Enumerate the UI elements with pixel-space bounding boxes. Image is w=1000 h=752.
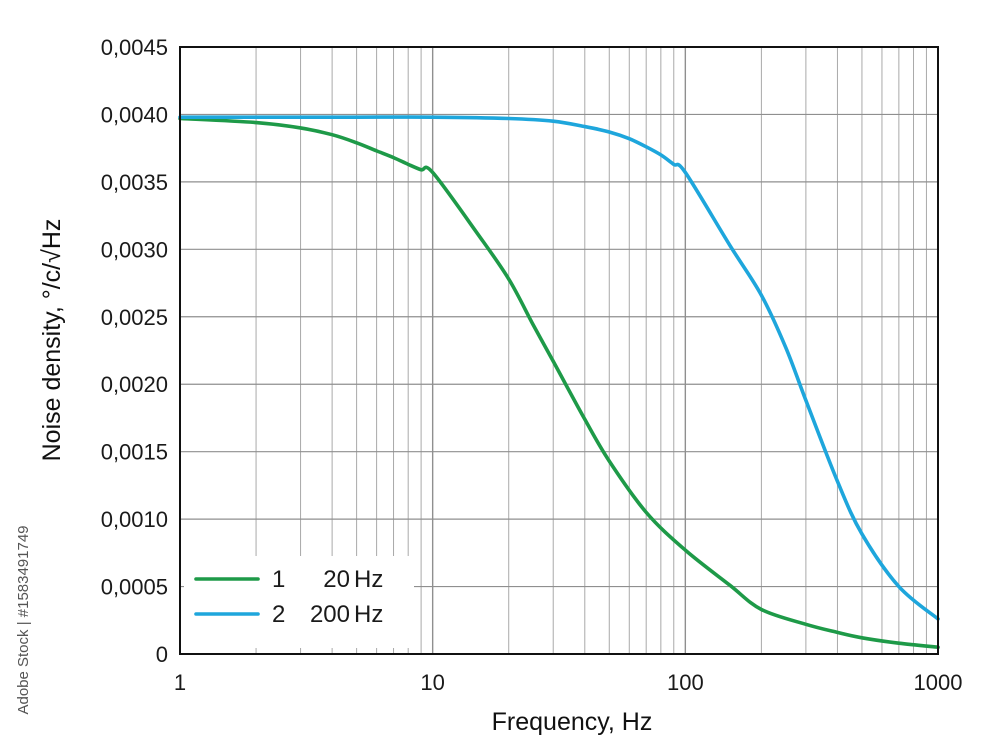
x-tick-label: 100 [667,670,704,695]
y-tick-label: 0,0015 [101,440,168,465]
legend: 1 20 Hz 2 200 Hz [184,556,414,648]
y-tick-label: 0,0045 [101,35,168,60]
y-tick-label: 0,0025 [101,305,168,330]
legend-freq-unit: Hz [354,601,383,628]
legend-freq-unit: Hz [354,566,383,593]
legend-series-id: 2 [272,601,285,628]
x-tick-label: 10 [420,670,444,695]
legend-series-id: 1 [272,566,285,593]
series-layer [178,115,940,650]
y-tick-label: 0,0005 [101,575,168,600]
x-tick-label: 1 [174,670,186,695]
y-tick-label: 0 [156,642,168,667]
legend-freq-value: 20 [323,566,350,593]
y-tick-label: 0,0010 [101,507,168,532]
y-tick-label: 0,0040 [101,102,168,127]
legend-box [184,556,414,648]
y-tick-label: 0,0035 [101,170,168,195]
legend-freq-value: 200 [310,601,350,628]
plot-frame [179,46,939,655]
y-tick-label: 0,0030 [101,237,168,262]
x-tick-label: 1000 [914,670,963,695]
tick-labels: 1 10 100 1000 0 0,0005 0,0010 0,0015 0,0020 0,002… [101,35,963,695]
watermark-text: Adobe Stock | #1583491749 [15,525,32,714]
series-line-2 [178,115,940,621]
series-line-1 [178,116,940,650]
y-axis-title: Noise density, °/c/√Hz [38,219,66,462]
y-tick-label: 0,0020 [101,372,168,397]
x-axis-title: Frequency, Hz [492,708,653,736]
